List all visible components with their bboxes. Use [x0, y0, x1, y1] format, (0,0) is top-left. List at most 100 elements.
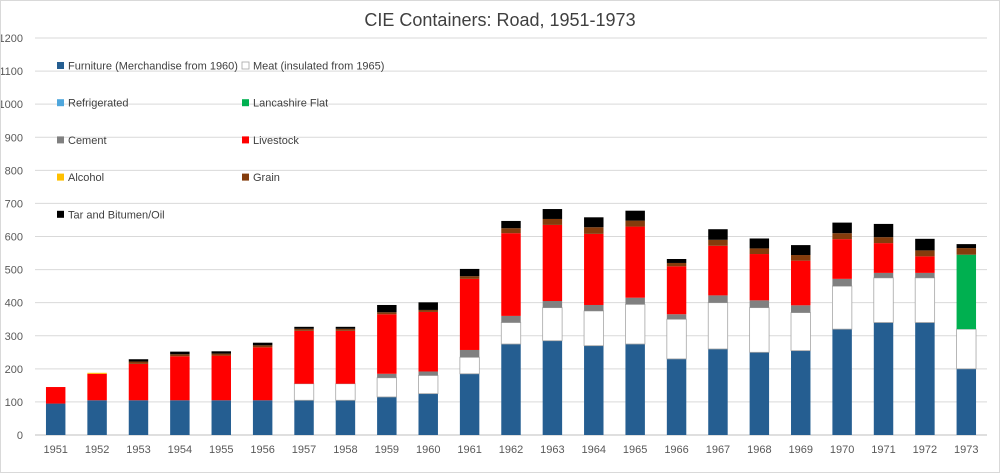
bar-segment [625, 344, 645, 435]
bar-segment [749, 300, 770, 308]
bar-segment [542, 307, 563, 342]
x-tick-label: 1966 [664, 444, 688, 456]
bar-segment [915, 238, 935, 251]
bar-segment [252, 345, 273, 348]
bar-segment [832, 285, 853, 330]
bar-segment [584, 233, 604, 305]
bar-segment [170, 356, 190, 401]
bar-segment [956, 244, 977, 249]
legend-label: Livestock [253, 135, 299, 147]
bar-segment [791, 350, 811, 435]
y-tick-label: 600 [5, 232, 23, 244]
legend-label: Lancashire Flat [253, 98, 328, 110]
legend-label: Furniture (Merchandise from 1960) [68, 61, 238, 73]
x-tick-label: 1971 [871, 444, 895, 456]
x-tick-label: 1968 [747, 444, 771, 456]
bar-segment [790, 312, 811, 352]
legend-swatch [242, 136, 249, 144]
bar-segment [749, 238, 770, 249]
bar-segment [956, 328, 977, 370]
bar-segment [791, 260, 811, 306]
chart-title: CIE Containers: Road, 1951-1973 [364, 10, 635, 30]
bar-segment [832, 278, 852, 287]
legend-label: Grain [253, 172, 280, 184]
bar-segment [749, 352, 770, 435]
y-tick-label: 900 [5, 132, 23, 144]
bar-segment [377, 396, 397, 435]
bar-segment [170, 351, 190, 355]
bar-segment [542, 340, 563, 435]
bar-segment [584, 345, 604, 435]
x-tick-label: 1954 [168, 444, 192, 456]
bar-segment [542, 218, 563, 225]
legend: Furniture (Merchandise from 1960) Meat (i… [57, 61, 384, 221]
bar-segment [335, 328, 356, 331]
bar-segment [211, 400, 231, 435]
x-tick-label: 1965 [623, 444, 647, 456]
legend-swatch [57, 62, 64, 69]
y-axis-ticks: 0 100 200 300 400 500 600 700 800 900 1000 1100 1200 [1, 33, 23, 442]
legend-item: Refrigerated [57, 98, 129, 110]
legend-swatch [57, 210, 64, 218]
bar-segment [583, 310, 604, 347]
bar-segment [45, 403, 66, 435]
bar-segment [915, 256, 935, 273]
legend-item: Cement [57, 135, 107, 147]
legend-swatch [242, 173, 249, 181]
x-tick-label: 1959 [375, 444, 399, 456]
bar-segment [873, 223, 894, 238]
x-tick-label: 1960 [416, 444, 440, 456]
bar-segment [708, 348, 728, 435]
bar-segment [625, 297, 645, 305]
bar-segment [170, 354, 190, 357]
y-tick-label: 800 [5, 165, 23, 177]
legend-item: Meat (insulated from 1965) [241, 61, 384, 73]
x-tick-label: 1967 [706, 444, 730, 456]
legend-item: Lancashire Flat [242, 98, 328, 110]
bar-segment [542, 301, 563, 308]
bar-segment [542, 224, 563, 302]
bar-segment [459, 349, 480, 358]
bar-segment [128, 359, 149, 362]
bar-segment [708, 245, 728, 296]
legend-swatch [242, 99, 249, 107]
x-tick-label: 1958 [333, 444, 357, 456]
bar-segment [501, 315, 521, 323]
x-axis-ticks: 1951 1952 1953 1954 1955 1956 1957 1958 1959 1960… [43, 444, 978, 456]
bar-segment [749, 248, 770, 255]
bar-segment [87, 373, 107, 401]
bar-segment [87, 372, 107, 374]
legend-label: Refrigerated [68, 98, 129, 110]
bar-segment [708, 229, 728, 240]
bar-segment [501, 220, 521, 229]
bar-segment [956, 254, 977, 330]
bar-segment [584, 304, 604, 311]
bar-segment [708, 295, 728, 303]
bar-segment [377, 373, 397, 378]
bar-segment [335, 330, 356, 384]
legend-item: Grain [242, 172, 280, 184]
bar-segment [625, 226, 645, 298]
bar-segment [873, 322, 894, 435]
x-tick-label: 1956 [250, 444, 274, 456]
bar-segment [956, 368, 977, 435]
bar-segment [211, 355, 231, 401]
bar-segment [293, 383, 315, 401]
y-tick-label: 1200 [1, 33, 23, 45]
bar-segment [418, 371, 438, 376]
y-tick-label: 1000 [1, 99, 23, 111]
bar-segment [459, 278, 480, 350]
legend-swatch [57, 99, 64, 107]
bar-segment [914, 277, 936, 323]
legend-swatch [57, 136, 64, 144]
bar-segment [377, 304, 397, 313]
y-tick-label: 1100 [1, 66, 23, 78]
x-tick-label: 1973 [954, 444, 978, 456]
bar-segment [873, 277, 894, 323]
bar-segment [873, 237, 894, 244]
bar-segment [335, 400, 356, 435]
bar-segment [418, 302, 438, 310]
bar-segment [666, 358, 687, 435]
bar-segment [418, 393, 438, 435]
bar-segment [666, 262, 687, 267]
